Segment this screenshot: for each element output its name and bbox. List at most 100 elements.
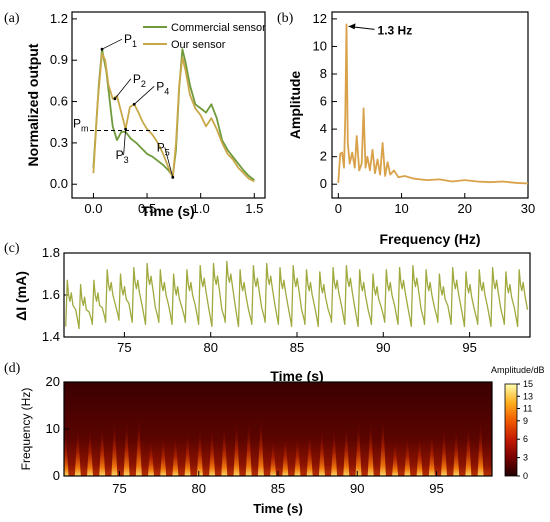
panel-c-xlabel: Time (s): [270, 368, 323, 384]
heartbeat-band: [184, 428, 191, 476]
heartbeat-band: [257, 412, 264, 476]
colorbar-tick-label: 6: [523, 434, 528, 444]
heartbeat-band: [74, 424, 81, 476]
c-xtick-label: 80: [203, 340, 217, 355]
heartbeat-band: [209, 424, 216, 476]
heartbeat-band: [416, 432, 423, 476]
annotation-arrow: [133, 86, 155, 105]
current-signal-line: [65, 260, 529, 330]
c-xtick-label: 75: [117, 340, 131, 355]
annotation-arrow: [123, 129, 127, 156]
d-xtick-label: 85: [271, 481, 285, 496]
a-ytick-label: 0.9: [50, 52, 68, 67]
heartbeat-band: [172, 432, 179, 476]
b-xtick-label: 20: [458, 201, 472, 216]
heartbeat-band: [453, 424, 460, 476]
heartbeat-band: [87, 424, 93, 476]
heartbeat-band: [148, 436, 154, 476]
panel-a-ylabel: Normalized output: [25, 43, 41, 166]
heartbeat-band: [221, 420, 228, 476]
annotation-arrow: [101, 38, 123, 50]
colorbar-tick-label: 3: [523, 453, 528, 463]
panel-a-frame: [71, 11, 266, 199]
pm-label: Pm: [73, 116, 89, 133]
a-ytick-label: 0.3: [50, 135, 68, 150]
annotation-arrowhead: [132, 102, 136, 106]
d-ytick-label: 20: [46, 374, 60, 389]
b-ytick-label: 6: [320, 94, 327, 109]
d-xtick-label: 75: [112, 481, 126, 496]
heartbeat-band: [233, 416, 240, 476]
colorbar-tick-label: 13: [523, 391, 533, 401]
panel-b-label: (b): [277, 11, 294, 26]
a-ytick-label: 0.6: [50, 94, 68, 109]
heartbeat-band: [318, 424, 325, 476]
legend-label-ours: Our sensor: [171, 39, 226, 51]
heartbeat-band: [355, 416, 362, 476]
annotation-label: P5: [157, 140, 170, 157]
heartbeat-band: [477, 416, 484, 476]
a-xtick-label: 0.0: [84, 201, 102, 216]
a-ytick-label: 0.0: [50, 176, 68, 191]
heartbeat-band: [111, 416, 118, 476]
annotation-label: P1: [124, 32, 137, 49]
heartbeat-band: [306, 428, 313, 476]
c-ytick-label: 1.4: [42, 329, 60, 344]
heartbeat-band: [294, 432, 301, 476]
annotation-label: P3: [116, 148, 129, 165]
peak-arrowhead: [348, 23, 356, 30]
annotation-arrow: [114, 78, 132, 100]
b-ytick-label: 2: [320, 149, 327, 164]
panel-d-ylabel: Frequency (Hz): [19, 388, 33, 471]
colorbar-title: Amplitude/dB: [491, 365, 545, 375]
heartbeat-band: [331, 424, 338, 476]
c-ytick-label: 1.8: [42, 245, 60, 260]
panel-a-label: (a): [4, 11, 20, 26]
d-ytick-label: 10: [46, 421, 60, 436]
heartbeat-band: [64, 428, 69, 476]
heartbeat-band: [465, 420, 472, 476]
b-ytick-label: 12: [313, 11, 327, 26]
c-xtick-label: 90: [376, 340, 390, 355]
heartbeat-band: [135, 412, 142, 476]
panel-d-xlabel: Time (s): [253, 501, 303, 516]
panel-c-ylabel: ΔI (mA): [13, 271, 29, 321]
c-xtick-label: 95: [462, 340, 476, 355]
heartbeat-band: [367, 416, 374, 476]
panel-c-label: (c): [4, 241, 20, 256]
b-xtick-label: 0: [335, 201, 342, 216]
b-ytick-label: 0: [320, 176, 327, 191]
heartbeat-band: [270, 436, 277, 476]
heartbeat-band: [404, 432, 411, 476]
annotation-arrowhead: [113, 97, 117, 101]
heartbeat-band: [392, 436, 399, 476]
legend-label-commercial: Commercial sensor: [171, 22, 266, 34]
annotation-arrow: [164, 147, 174, 178]
annotation-arrowhead: [171, 175, 175, 179]
colorbar-tick-label: 0: [523, 471, 528, 481]
heartbeat-band: [245, 416, 252, 476]
heartbeat-band: [196, 424, 203, 476]
colorbar: [504, 383, 518, 477]
panel-c-frame: [63, 252, 531, 338]
series-our-sensor: [92, 52, 255, 183]
annotation-label: P4: [156, 79, 169, 96]
panel-d: (d): [4, 361, 545, 516]
b-ytick-label: 8: [320, 66, 327, 81]
c-xtick-label: 85: [290, 340, 304, 355]
c-ytick-label: 1.6: [42, 287, 60, 302]
heartbeat-band: [160, 432, 167, 476]
b-ytick-label: 10: [313, 38, 327, 53]
peak-label: 1.3 Hz: [378, 23, 413, 37]
panel-c: (c) 75 80 85 90 95 1.4 1.6 1.8 Time (s) ΔI (mA): [4, 241, 531, 384]
d-xtick-label: 90: [350, 481, 364, 496]
annotation-arrowhead: [124, 127, 128, 131]
annotation-arrowhead: [100, 47, 104, 51]
a-xtick-label: 1.5: [245, 201, 263, 216]
fft-spectrum-line: [337, 23, 529, 185]
a-xtick-label: 0.5: [138, 201, 156, 216]
b-xtick-label: 30: [521, 201, 535, 216]
colorbar-tick-label: 9: [523, 416, 528, 426]
heartbeat-band: [123, 416, 130, 476]
